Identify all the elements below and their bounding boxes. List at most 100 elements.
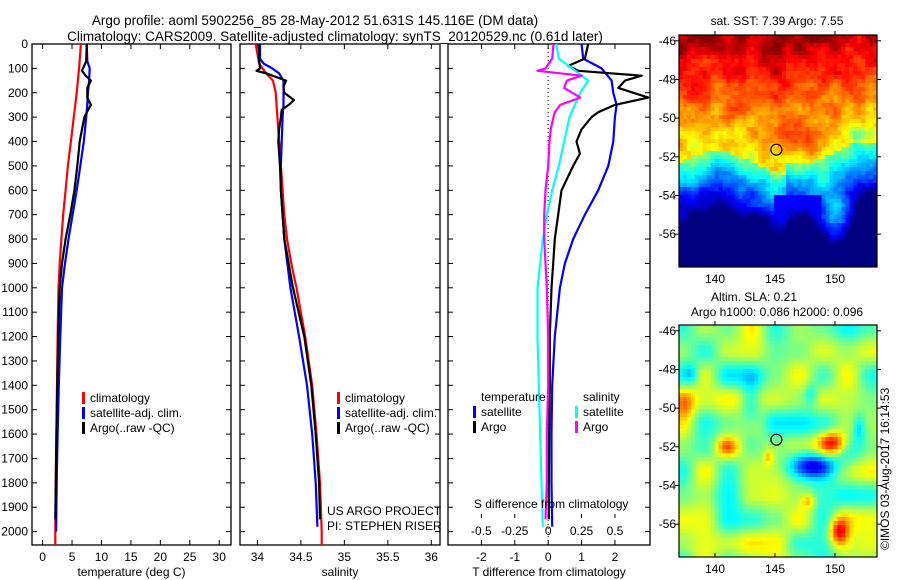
legend-label-satellite: satellite-adj. clim.: [345, 406, 437, 420]
secondary-x-tick-label: 0: [545, 524, 552, 538]
legend-group-title-salinity: salinity: [583, 390, 620, 404]
map-x-tick-label: 145: [765, 272, 785, 286]
y-tick-label: 1600: [1, 427, 28, 441]
map-y-tick-label: -52: [659, 440, 677, 454]
y-tick-label: 100: [8, 61, 28, 75]
map-y-tick-label: -46: [659, 34, 677, 48]
legend-label-argo: Argo(..raw -QC): [90, 421, 175, 435]
x-tick-label: 30: [213, 550, 227, 564]
y-tick-label: 1900: [1, 500, 28, 514]
x-tick-label: 34: [251, 550, 265, 564]
y-tick-label: 400: [8, 135, 28, 149]
argo-float-position-marker: [770, 433, 783, 446]
map-y-tick-label: -54: [659, 188, 677, 202]
map-x-tick-label: 140: [705, 562, 725, 576]
map-y-tick-label: -52: [659, 150, 677, 164]
y-tick-label: 1300: [1, 354, 28, 368]
map-x-tick-label: 140: [705, 272, 725, 286]
temperature-plot: [31, 43, 232, 546]
map-y-tick-label: -56: [659, 517, 677, 531]
map-y-tick-label: -50: [659, 401, 677, 415]
y-tick-label: 2000: [1, 525, 28, 539]
series-line-salinity-argo: [536, 43, 583, 520]
map-y-tick-label: -46: [659, 324, 677, 338]
credit-project: US ARGO PROJECT: [327, 504, 442, 518]
x-tick-label: 5: [69, 550, 76, 564]
legend-label-climatology: climatology: [90, 391, 150, 405]
x-tick-label: 25: [183, 550, 197, 564]
y-tick-label: 1800: [1, 476, 28, 490]
sst-map-frame: [678, 34, 878, 268]
x-tick-label: 20: [154, 550, 168, 564]
legend-label-climatology: climatology: [345, 391, 405, 405]
series-line-temperature-argo: [547, 43, 650, 520]
sst-map: [675, 31, 881, 268]
sla-map-frame: [678, 324, 878, 558]
y-tick-label: 700: [8, 208, 28, 222]
x-tick-label: 0: [39, 550, 46, 564]
map-y-tick-label: -48: [659, 72, 677, 86]
y-tick-label: 1700: [1, 451, 28, 465]
series-line-satellite-adj-clim-: [258, 44, 319, 527]
legend-swatch-temperature-argo: [473, 421, 476, 433]
x-axis-label: temperature (deg C): [77, 565, 185, 579]
secondary-x-tick-label: -0.25: [501, 524, 529, 538]
legend-swatch-satellite: [337, 407, 340, 419]
legend-swatch-argo: [82, 422, 85, 434]
sla-map-cells: [679, 325, 878, 558]
sla-map-subtitle: Argo h1000: 0.086 h2000: 0.096: [691, 305, 863, 319]
map-x-tick-label: 145: [765, 562, 785, 576]
legend-label-temperature-argo: Argo: [481, 420, 507, 434]
x-tick-label: 0: [545, 550, 552, 564]
y-tick-label: 0: [21, 37, 28, 51]
map-x-tick-label: 150: [825, 272, 845, 286]
salinity-frame: [239, 43, 441, 546]
y-tick-label: 300: [8, 110, 28, 124]
y-tick-label: 1200: [1, 330, 28, 344]
x-tick-label: 10: [95, 550, 109, 564]
salinity-plot: [239, 43, 441, 546]
sla-map: [675, 321, 881, 558]
y-tick-label: 1000: [1, 281, 28, 295]
series-line-temperature-satellite: [550, 43, 618, 527]
y-tick-label: 600: [8, 183, 28, 197]
credit-pi: PI: STEPHEN RISER: [327, 519, 442, 533]
figure-title-line2: Climatology: CARS2009. Satellite-adjuste…: [67, 29, 603, 44]
x-tick-label: -1: [509, 550, 520, 564]
legend-swatch-salinity-argo: [575, 421, 578, 433]
figure-title-line1: Argo profile: aoml 5902256_85 28-May-201…: [91, 13, 539, 28]
map-y-tick-label: -56: [659, 227, 677, 241]
legend-label-argo: Argo(..raw -QC): [345, 421, 430, 435]
map-y-tick-label: -54: [659, 478, 677, 492]
series-line-argo-raw-qc-: [255, 44, 322, 520]
x-tick-label: 36: [425, 550, 439, 564]
sst-map-cells: [679, 35, 878, 268]
x-axis-label: salinity: [322, 565, 359, 579]
x-tick-label: -2: [476, 550, 487, 564]
map-x-tick-label: 150: [825, 562, 845, 576]
y-tick-label: 800: [8, 232, 28, 246]
temperature-frame: [31, 43, 232, 546]
secondary-x-tick-label: 0.5: [607, 524, 624, 538]
sla-map-title: Altim. SLA: 0.21: [711, 290, 797, 304]
x-tick-label: 15: [124, 550, 138, 564]
y-tick-label: 200: [8, 86, 28, 100]
map-y-tick-label: -48: [659, 362, 677, 376]
series-line-satellite-adj-clim-: [55, 43, 91, 532]
x-tick-label: 2: [612, 550, 619, 564]
legend-swatch-argo: [337, 422, 340, 434]
legend-swatch-temperature-satellite: [473, 406, 476, 418]
x-tick-label: 34.5: [289, 550, 313, 564]
secondary-x-tick-label: 0.25: [570, 524, 594, 538]
legend-swatch-climatology: [82, 392, 85, 404]
series-line-argo-raw-qc-: [54, 43, 93, 520]
series-line-salinity-satellite: [536, 43, 590, 527]
y-tick-label: 1100: [2, 305, 28, 319]
x-tick-label: 1: [578, 550, 585, 564]
legend-swatch-salinity-satellite: [575, 406, 578, 418]
legend-swatch-climatology: [337, 392, 340, 404]
secondary-axis-label: S difference from climatology: [474, 497, 629, 511]
legend-label-salinity-argo: Argo: [583, 420, 609, 434]
secondary-x-tick-label: -0.5: [471, 524, 492, 538]
legend-group-title-temperature: temperature: [481, 390, 546, 404]
